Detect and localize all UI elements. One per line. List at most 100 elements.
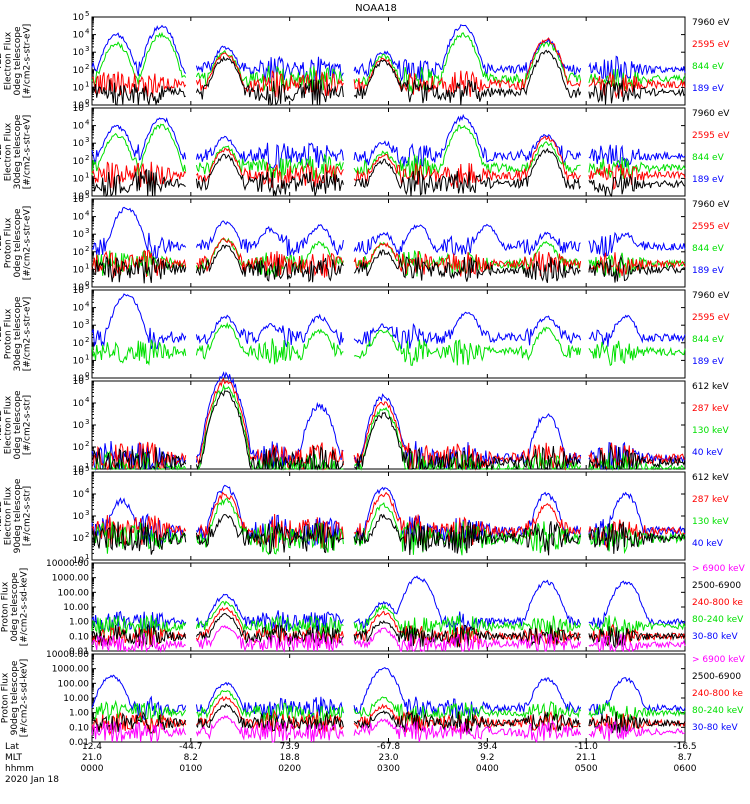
- chart-title: NOAA18: [355, 3, 397, 14]
- y-tick-exponent: 1: [85, 353, 89, 361]
- y-axis-label-line: Proton Flux: [3, 217, 13, 268]
- y-axis-label-line: TED: [0, 143, 4, 162]
- y-axis-label-line: 0deg telescope: [13, 390, 23, 460]
- series-black-trace: [91, 703, 686, 734]
- y-axis-label-line: Electron Flux: [3, 31, 13, 90]
- y-tick-exponent: 0: [85, 280, 89, 288]
- x-tick-label-hhmm: 0500: [575, 764, 598, 774]
- y-axis-label-line: TED: [0, 325, 4, 344]
- y-tick-label: 10.00: [63, 603, 89, 613]
- y-axis-label-line: 30deg telescope: [13, 114, 23, 189]
- y-tick-label: 0.10: [69, 723, 89, 733]
- y-tick-label: 1000.00: [52, 665, 89, 675]
- legend-entry: 2595 eV: [692, 40, 730, 50]
- legend-entry: 130 keV: [692, 517, 729, 527]
- x-tick-label-mlt: 8.2: [184, 753, 198, 763]
- y-axis-label-line: [#/cm2-s-str]: [22, 486, 32, 546]
- y-axis-label-line: Proton Flux: [1, 581, 11, 632]
- series-blue-trace: [91, 206, 686, 260]
- y-tick-exponent: 4: [85, 396, 90, 404]
- y-tick-exponent: 1: [85, 262, 89, 270]
- y-axis-label-line: [#/cm2-s-str]: [22, 395, 32, 455]
- series-green-trace: [91, 321, 686, 367]
- y-tick-label: 10: [73, 265, 85, 275]
- panel-frame: [91, 198, 686, 288]
- x-tick-label-hhmm: 0400: [476, 764, 499, 774]
- y-tick-label: 10: [73, 399, 85, 409]
- y-tick-exponent: 4: [85, 210, 90, 218]
- y-tick-label: 0.01: [69, 738, 89, 748]
- y-tick-label: 10: [73, 192, 85, 202]
- y-tick-exponent: 2: [85, 154, 89, 162]
- y-tick-exponent: 1: [85, 462, 89, 470]
- y-tick-exponent: 2: [85, 336, 89, 344]
- legend-entry: 2500-6900: [692, 581, 741, 591]
- y-tick-exponent: 4: [85, 119, 90, 127]
- y-tick-exponent: 5: [85, 374, 89, 382]
- x-tick-label-lat: 12.4: [82, 742, 102, 752]
- y-tick-label: 10: [73, 195, 85, 205]
- x-axis-row-label: Lat: [5, 742, 20, 752]
- y-tick-label: 10: [73, 468, 85, 478]
- x-tick-label-hhmm: 0100: [179, 764, 202, 774]
- y-tick-exponent: 0: [85, 371, 89, 379]
- x-tick-label-mlt: 8.7: [678, 753, 692, 763]
- y-axis-label-line: MEPED: [0, 500, 4, 532]
- legend-entry: 287 keV: [692, 495, 729, 505]
- y-tick-label: 10: [73, 465, 85, 475]
- y-axis-label-line: [#/cm2-s-str-eV]: [22, 115, 32, 190]
- y-tick-label: 10: [73, 304, 85, 314]
- y-axis-label-line: MEPED: [0, 409, 4, 441]
- y-tick-exponent: 3: [85, 418, 89, 426]
- x-axis-row-label: hhmm: [5, 764, 34, 774]
- y-tick-label: 10: [73, 230, 85, 240]
- y-tick-exponent: 2: [85, 245, 89, 253]
- legend-entry: 612 keV: [692, 473, 729, 483]
- x-tick-label-lat: -16.5: [673, 742, 696, 752]
- y-axis-label: TED Proton Flux 0deg telescope [#/cm2-s-str…: [0, 206, 32, 281]
- y-tick-label: 1.00: [69, 709, 89, 719]
- y-tick-label: 10: [73, 512, 85, 522]
- y-tick-label: 10: [73, 104, 85, 114]
- series-red-trace: [91, 491, 686, 549]
- series-black-trace: [91, 147, 686, 198]
- legend-entry: 40 keV: [692, 448, 724, 458]
- y-axis-label-line: [#/cm2-s-str-eV]: [22, 24, 32, 99]
- y-axis-label: MEPED Electron Flux 90deg telescope [#/cm2-…: [0, 478, 32, 553]
- x-tick-label-lat: -67.8: [377, 742, 401, 752]
- y-axis-label: TED Proton Flux 30deg telescope [#/cm2-s-st…: [0, 296, 32, 371]
- legend-entry: 7960 eV: [692, 291, 730, 301]
- x-tick-label-hhmm: 0300: [377, 764, 400, 774]
- x-tick-label-mlt: 21.1: [576, 753, 596, 763]
- y-tick-label: 1.00: [69, 618, 89, 628]
- y-tick-label: 1000.00: [52, 574, 89, 584]
- legend-entry: 240-800 ke: [692, 598, 743, 608]
- y-tick-label: 10: [73, 339, 85, 349]
- y-tick-label: 10.00: [63, 694, 89, 704]
- y-tick-label: 0.01: [69, 647, 89, 657]
- series-black-trace: [91, 390, 686, 471]
- x-tick-label-mlt: 18.8: [280, 753, 300, 763]
- series-black-trace: [91, 513, 686, 556]
- legend-entry: 80-240 keV: [692, 706, 744, 716]
- series-red-trace: [91, 135, 686, 191]
- y-tick-exponent: 5: [85, 283, 89, 291]
- x-tick-label-lat: 73.9: [280, 742, 300, 752]
- x-tick-label-mlt: 9.2: [480, 753, 494, 763]
- legend-entry: 80-240 keV: [692, 615, 744, 625]
- y-tick-label: 0.10: [69, 632, 89, 642]
- y-axis-label: TED Electron Flux 0deg telescope [#/cm2-s-s…: [0, 24, 32, 99]
- legend-entry: 2595 eV: [692, 313, 730, 323]
- y-tick-label: 10: [73, 83, 85, 93]
- x-axis-row-label: 2020 Jan 18: [5, 775, 59, 785]
- y-tick-exponent: 3: [85, 509, 89, 517]
- y-axis-label-line: 90deg telescope: [13, 478, 23, 553]
- legend-entry: 2595 eV: [692, 131, 730, 141]
- y-tick-exponent: 2: [85, 440, 89, 448]
- y-tick-label: 10: [73, 174, 85, 184]
- y-tick-exponent: 1: [85, 553, 89, 561]
